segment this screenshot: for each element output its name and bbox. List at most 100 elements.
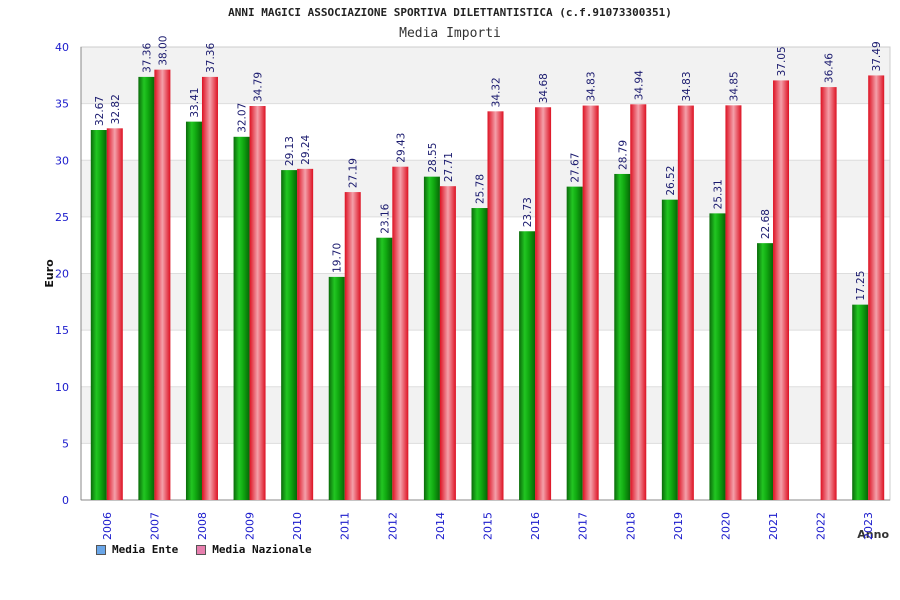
bar-media-ente (233, 136, 250, 500)
bar-media-ente (709, 213, 726, 500)
data-label: 29.13 (284, 136, 296, 166)
x-tick-label: 2011 (339, 512, 352, 540)
bar-media-nazionale (773, 80, 790, 500)
x-tick-label: 2007 (148, 512, 161, 540)
y-tick-label: 0 (62, 494, 69, 507)
bar-media-ente (614, 173, 631, 500)
bar-media-ente (519, 231, 536, 500)
data-label: 27.67 (570, 153, 582, 183)
bar-media-nazionale (439, 186, 456, 500)
data-label: 22.68 (760, 209, 772, 239)
data-label: 34.32 (491, 77, 503, 107)
y-tick-label: 20 (55, 268, 69, 281)
data-label: 17.25 (855, 271, 867, 301)
data-label: 36.46 (824, 53, 836, 83)
data-label: 34.83 (681, 71, 693, 101)
legend: Media Ente Media Nazionale (96, 543, 312, 556)
data-label: 37.36 (141, 43, 153, 73)
bar-media-ente (661, 199, 678, 500)
bar-media-nazionale (392, 166, 409, 500)
data-label: 37.05 (776, 46, 788, 76)
x-tick-label: 2018 (624, 512, 637, 540)
data-label: 32.07 (237, 103, 249, 133)
data-label: 34.85 (728, 71, 740, 101)
data-label: 37.49 (871, 41, 883, 71)
legend-label-ente: Media Ente (112, 543, 179, 556)
bar-media-ente (376, 237, 393, 500)
bar-media-nazionale (487, 111, 504, 501)
value-labels: 32.67 32.82 37.36 38.00 33.41 37.36 32.07 34.79… (94, 36, 883, 301)
x-tick-label: 2014 (434, 512, 447, 540)
data-label: 19.70 (332, 243, 344, 273)
bar-media-nazionale (868, 75, 885, 500)
x-tick-label: 2021 (767, 512, 780, 540)
x-tick-label: 2023 (862, 512, 875, 540)
data-label: 27.19 (348, 158, 360, 188)
bar-media-ente (757, 243, 774, 501)
bar-media-ente (566, 186, 583, 500)
data-label: 33.41 (189, 88, 201, 118)
data-label: 28.55 (427, 143, 439, 173)
bar-media-nazionale (249, 106, 266, 501)
data-label: 25.31 (712, 179, 724, 209)
bar-media-ente (185, 121, 202, 501)
data-label: 34.83 (586, 71, 598, 101)
data-label: 38.00 (157, 36, 169, 66)
legend-swatch-ente (96, 544, 106, 555)
bars (90, 69, 885, 501)
y-tick-label: 15 (55, 324, 69, 337)
bar-media-ente (852, 304, 869, 500)
x-tick-label: 2006 (101, 512, 114, 540)
bar-media-nazionale (344, 192, 361, 501)
data-label: 28.79 (617, 140, 629, 170)
legend-item-nazionale: Media Nazionale (196, 543, 312, 556)
y-tick-label: 30 (55, 154, 69, 167)
data-label: 32.67 (94, 96, 106, 126)
data-label: 34.94 (633, 70, 645, 100)
bar-media-nazionale (820, 87, 837, 500)
x-tick-label: 2017 (577, 512, 590, 540)
bar-media-nazionale (677, 105, 694, 501)
bar-media-nazionale (725, 105, 742, 500)
x-tick-label: 2016 (529, 512, 542, 540)
bar-media-ente (328, 276, 345, 500)
data-label: 34.79 (253, 72, 265, 102)
bar-media-ente (471, 208, 488, 500)
y-tick-label: 10 (55, 381, 69, 394)
x-tick-label: 2015 (482, 512, 495, 540)
x-tick-label: 2019 (672, 512, 685, 540)
legend-label-nazionale: Media Nazionale (212, 543, 312, 556)
x-axis-label: Anno (857, 528, 889, 541)
bar-media-ente (423, 176, 440, 500)
bar-media-nazionale (630, 104, 647, 500)
bar-media-nazionale (201, 76, 218, 500)
data-label: 27.71 (443, 152, 455, 182)
x-tick-label: 2009 (244, 512, 257, 540)
bar-media-ente (138, 76, 155, 500)
data-label: 32.82 (110, 94, 122, 124)
y-tick-label: 5 (62, 437, 69, 450)
chart-subtitle: Media Importi (399, 26, 501, 41)
x-tick-label: 2010 (291, 512, 304, 540)
data-label: 29.43 (395, 133, 407, 163)
data-label: 25.78 (475, 174, 487, 204)
data-label: 34.68 (538, 73, 550, 103)
bar-media-nazionale (297, 168, 314, 500)
chart-title: ANNI MAGICI ASSOCIAZIONE SPORTIVA DILETT… (228, 6, 672, 19)
legend-swatch-nazionale (196, 544, 207, 555)
y-axis-label: Euro (43, 259, 56, 288)
bar-media-ente (90, 130, 107, 500)
x-tick-label: 2020 (719, 512, 732, 540)
y-tick-label: 40 (55, 41, 69, 54)
bar-media-nazionale (535, 107, 552, 501)
legend-item-ente: Media Ente (96, 543, 178, 556)
bar-media-nazionale (154, 69, 171, 501)
bar-media-ente (281, 170, 298, 500)
data-label: 26.52 (665, 166, 677, 196)
x-tick-label: 2012 (386, 512, 399, 540)
data-label: 29.24 (300, 134, 312, 164)
x-tick-label: 2022 (815, 512, 828, 540)
bar-media-nazionale (582, 105, 599, 501)
